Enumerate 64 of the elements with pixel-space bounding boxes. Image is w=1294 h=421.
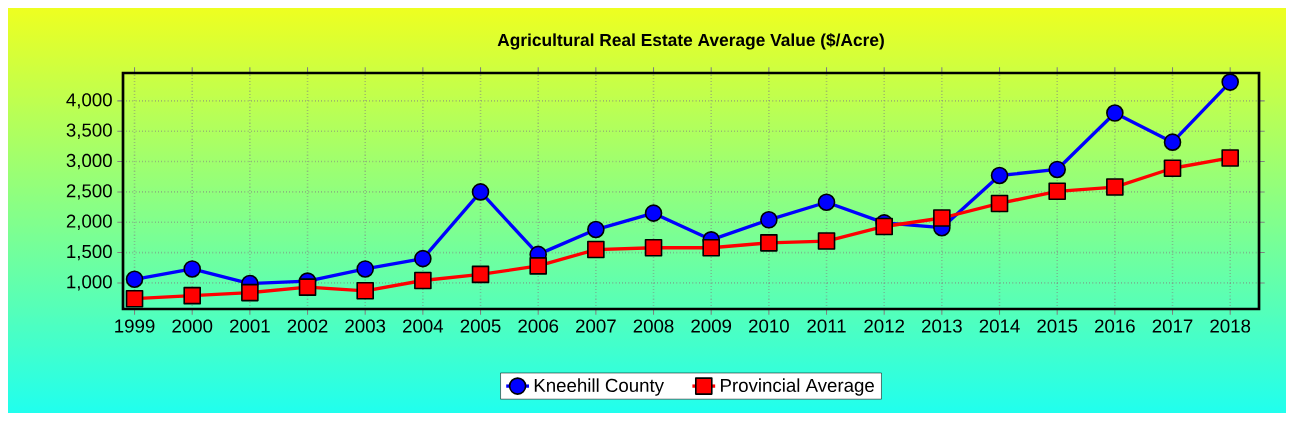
x-tick-label: 2016: [1095, 319, 1135, 333]
legend-label: Provincial Average: [721, 378, 874, 396]
x-tick-label: 2017: [1152, 319, 1193, 333]
point: [529, 257, 547, 275]
point: [760, 211, 778, 229]
point: [644, 204, 663, 222]
point: [760, 234, 778, 252]
point: [644, 238, 663, 257]
x-tick-label: 2003: [345, 319, 386, 333]
point: [1048, 160, 1066, 179]
point: [471, 265, 490, 284]
x-tick-label: 2007: [576, 319, 616, 333]
point: [183, 286, 201, 305]
point: [817, 232, 836, 250]
point: [414, 249, 432, 268]
point: [125, 289, 144, 308]
x-tick-label: 2018: [1210, 319, 1251, 333]
x-tick-label: 2000: [172, 319, 213, 333]
point: [933, 209, 951, 227]
x-tick-label: 2008: [633, 319, 674, 333]
y-tick-label: 4,000: [66, 93, 112, 109]
y-tick-label: 2,000: [66, 214, 112, 230]
x-tick-label: 2011: [807, 319, 846, 333]
y-tick-label: 1,500: [67, 244, 112, 261]
point: [1163, 133, 1182, 151]
x-tick-label: 1999: [115, 319, 155, 333]
point: [587, 240, 605, 259]
y-tick-label: 1,000: [67, 275, 112, 291]
point: [471, 183, 490, 201]
x-tick-label: 2013: [922, 319, 962, 333]
point: [183, 260, 201, 278]
x-tick-label: 2005: [460, 319, 501, 333]
x-tick-label: 2009: [691, 319, 732, 333]
point: [356, 282, 374, 300]
point: [1163, 159, 1182, 178]
point: [990, 194, 1009, 213]
point: [587, 220, 605, 239]
point: [1106, 104, 1124, 122]
point: [125, 270, 144, 289]
point: [702, 238, 720, 257]
point: [1048, 182, 1066, 201]
point: [1221, 73, 1239, 91]
x-tick-label: 2004: [403, 319, 444, 333]
point: [875, 217, 893, 236]
x-tick-label: 2006: [518, 319, 559, 333]
point: [298, 278, 317, 296]
point: [990, 166, 1009, 185]
point: [1221, 149, 1239, 167]
x-tick-label: 2014: [979, 319, 1020, 333]
legend-label: Kneehill County: [534, 378, 664, 396]
chart-title: Agricultural Real Estate Average Value ($/Acre): [497, 33, 884, 50]
x-tick-label: 2001: [230, 319, 270, 333]
y-tick-label: 3,000: [66, 153, 112, 170]
point: [356, 260, 374, 278]
x-tick-label: 2002: [287, 319, 328, 333]
point: [817, 193, 836, 212]
x-tick-label: 2012: [864, 319, 905, 333]
x-tick-label: 2015: [1037, 319, 1078, 333]
x-tick-label: 2010: [749, 319, 789, 333]
point: [414, 271, 432, 290]
point: [1106, 178, 1124, 196]
point: [241, 283, 259, 302]
y-tick-label: 2,500: [66, 184, 112, 200]
y-tick-label: 3,500: [66, 123, 112, 139]
